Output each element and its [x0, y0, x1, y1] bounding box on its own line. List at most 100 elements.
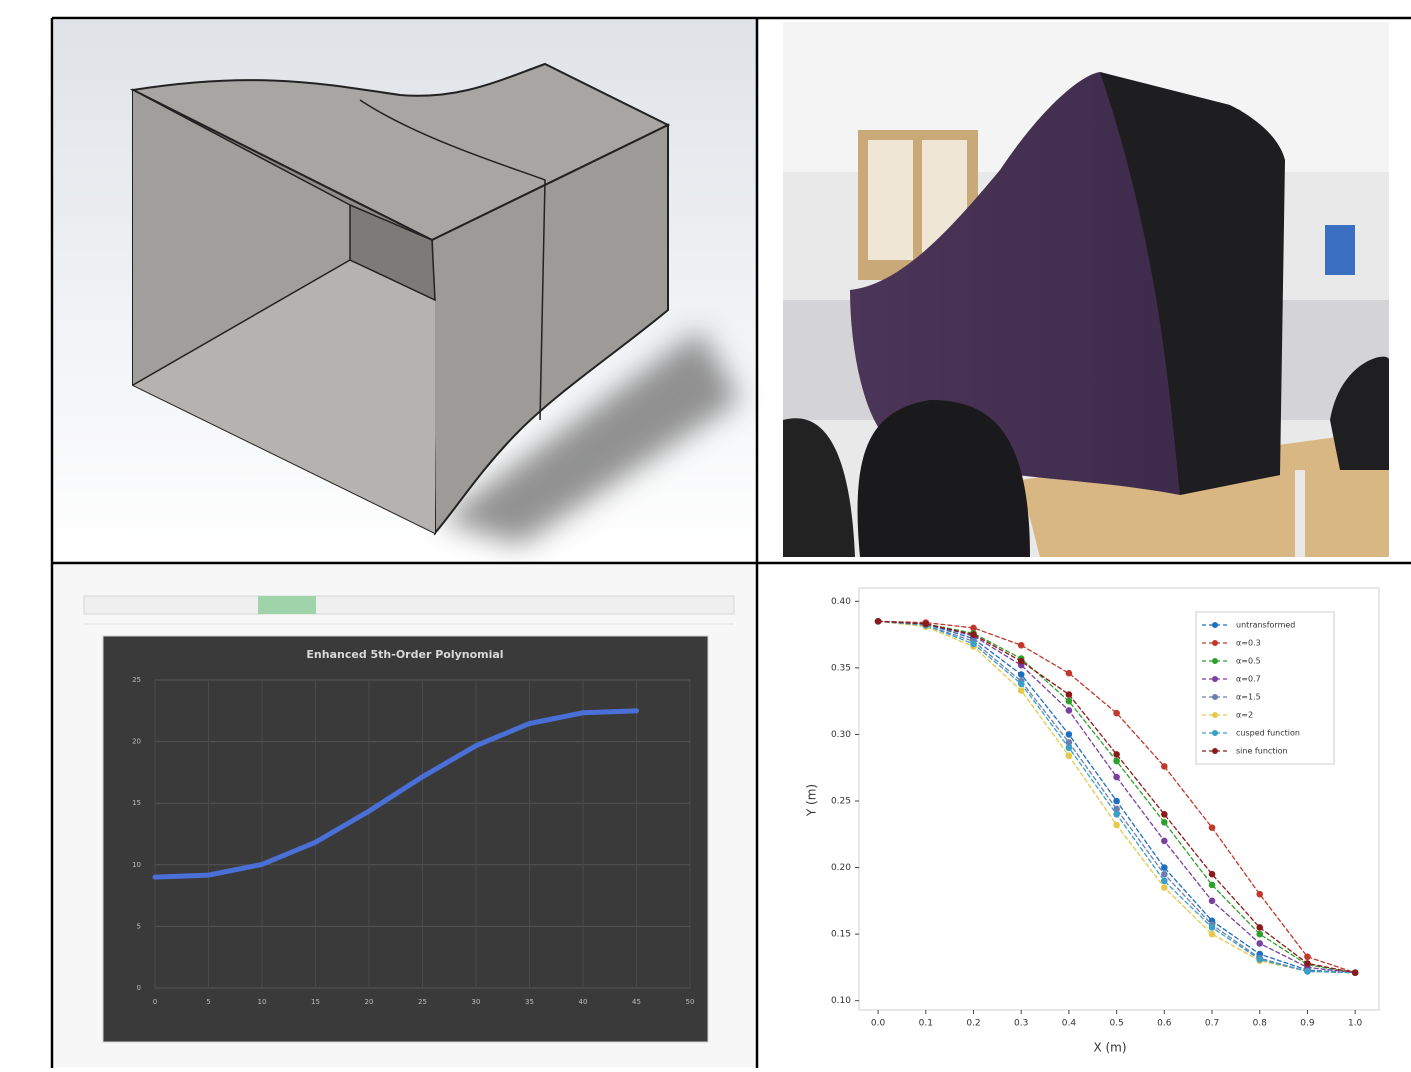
- data-point: [1209, 931, 1216, 938]
- legend-label: cusped function: [1236, 729, 1300, 738]
- data-point: [1209, 924, 1216, 931]
- y-tick-label: 0.15: [831, 930, 851, 940]
- legend-label: α=0.3: [1236, 639, 1261, 648]
- x-tick-label: 0: [153, 998, 157, 1006]
- legend-marker: [1212, 730, 1218, 736]
- photo: [783, 22, 1389, 557]
- legend-label: untransformed: [1236, 621, 1295, 630]
- data-point: [1304, 960, 1311, 967]
- x-tick-label: 40: [579, 998, 588, 1006]
- data-point: [1161, 811, 1168, 818]
- legend-marker: [1212, 748, 1218, 754]
- data-point: [1066, 698, 1073, 705]
- data-point: [1066, 707, 1073, 714]
- data-point: [1161, 864, 1168, 871]
- x-tick-label: 5: [206, 998, 210, 1006]
- data-point: [1209, 871, 1216, 878]
- data-point: [1113, 751, 1120, 758]
- x-tick-label: 25: [418, 998, 427, 1006]
- legend-marker: [1212, 640, 1218, 646]
- y-tick-label: 25: [132, 676, 141, 684]
- data-point: [1018, 642, 1025, 649]
- x-tick-label: 0.6: [1157, 1019, 1172, 1029]
- data-point: [922, 621, 929, 628]
- data-point: [1161, 763, 1168, 770]
- legend-label: α=1.5: [1236, 693, 1261, 702]
- data-point: [1018, 671, 1025, 678]
- data-point: [1066, 691, 1073, 698]
- x-tick-label: 10: [258, 998, 267, 1006]
- legend-marker: [1212, 676, 1218, 682]
- legend-box: [1196, 612, 1334, 764]
- x-tick-label: 45: [632, 998, 641, 1006]
- data-point: [1113, 774, 1120, 781]
- x-tick-label: 0.7: [1205, 1019, 1219, 1029]
- data-point: [1018, 681, 1025, 688]
- chart-title: Enhanced 5th-Order Polynomial: [306, 648, 503, 661]
- x-axis-label: X (m): [1093, 1041, 1126, 1055]
- data-point: [970, 641, 977, 648]
- data-point: [1161, 871, 1168, 878]
- data-point: [1256, 956, 1263, 963]
- data-point: [1113, 822, 1120, 829]
- data-point: [1256, 924, 1263, 931]
- data-point: [970, 631, 977, 638]
- y-tick-label: 15: [132, 799, 141, 807]
- data-point: [1256, 940, 1263, 947]
- y-tick-label: 10: [132, 861, 141, 869]
- x-tick-label: 1.0: [1348, 1019, 1363, 1029]
- data-point: [1352, 969, 1359, 976]
- legend-marker: [1212, 622, 1218, 628]
- data-point: [1256, 931, 1263, 938]
- y-tick-label: 20: [132, 738, 141, 746]
- data-point: [1161, 819, 1168, 826]
- data-point: [1209, 824, 1216, 831]
- data-point: [1161, 838, 1168, 845]
- data-point: [1113, 758, 1120, 765]
- x-tick-label: 30: [472, 998, 481, 1006]
- x-tick-label: 0.1: [919, 1019, 933, 1029]
- legend-marker: [1212, 712, 1218, 718]
- data-point: [1066, 731, 1073, 738]
- spreadsheet-chrome: [54, 565, 756, 1067]
- data-point: [1304, 968, 1311, 975]
- x-tick-label: 0.9: [1300, 1019, 1315, 1029]
- data-point: [1113, 710, 1120, 717]
- data-point: [1304, 953, 1311, 960]
- data-point: [1161, 878, 1168, 885]
- data-point: [1113, 811, 1120, 818]
- legend-marker: [1212, 694, 1218, 700]
- figure: Enhanced 5th-Order Polynomial X (m) Y (m…: [0, 0, 1411, 1068]
- legend-marker: [1212, 658, 1218, 664]
- data-point: [875, 618, 882, 625]
- data-point: [1066, 670, 1073, 677]
- y-tick-label: 0.40: [831, 597, 851, 607]
- legend-label: sine function: [1236, 747, 1288, 756]
- data-point: [1256, 891, 1263, 898]
- x-tick-label: 35: [525, 998, 534, 1006]
- data-point: [1209, 898, 1216, 905]
- x-tick-label: 0.2: [966, 1019, 980, 1029]
- y-tick-label: 0: [137, 984, 141, 992]
- y-tick-label: 0.35: [831, 663, 851, 673]
- y-axis-label: Y (m): [805, 784, 819, 817]
- legend-label: α=0.5: [1236, 657, 1261, 666]
- x-tick-label: 0.8: [1253, 1019, 1268, 1029]
- cad-render: [54, 20, 756, 562]
- x-tick-label: 0.3: [1014, 1019, 1028, 1029]
- x-tick-label: 0.0: [871, 1019, 886, 1029]
- data-point: [1066, 752, 1073, 759]
- data-point: [1018, 658, 1025, 665]
- x-tick-label: 20: [365, 998, 374, 1006]
- data-point: [1113, 798, 1120, 805]
- data-point: [1066, 744, 1073, 751]
- y-tick-label: 0.30: [831, 730, 851, 740]
- x-tick-label: 50: [686, 998, 695, 1006]
- x-tick-label: 0.4: [1062, 1019, 1077, 1029]
- y-tick-label: 0.20: [831, 863, 851, 873]
- data-point: [1161, 884, 1168, 891]
- legend-label: α=0.7: [1236, 675, 1261, 684]
- y-tick-label: 5: [137, 922, 141, 930]
- x-tick-label: 15: [311, 998, 320, 1006]
- x-tick-label: 0.5: [1109, 1019, 1123, 1029]
